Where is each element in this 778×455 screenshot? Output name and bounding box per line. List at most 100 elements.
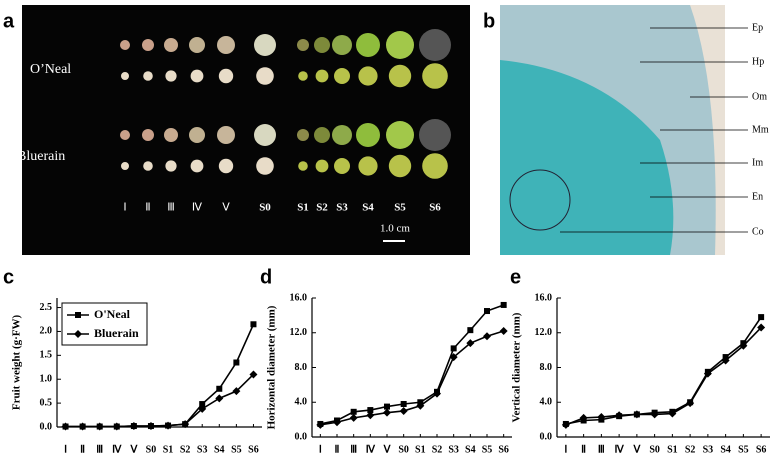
stage-label: S5 bbox=[394, 202, 406, 214]
fruit-section bbox=[256, 67, 274, 85]
x-tick-label: S4 bbox=[720, 444, 731, 455]
x-tick-label: S2 bbox=[685, 444, 696, 455]
marker bbox=[215, 394, 224, 403]
fruit-section bbox=[422, 153, 448, 179]
tissue bbox=[500, 60, 674, 255]
x-tick-label: Ⅳ bbox=[112, 444, 122, 455]
marker bbox=[250, 321, 257, 328]
fruit bbox=[314, 37, 330, 53]
marker bbox=[686, 399, 695, 408]
stage-label: S4 bbox=[362, 202, 374, 214]
marker bbox=[483, 332, 491, 341]
y-tick-label: 16.0 bbox=[535, 292, 553, 303]
fruit-section bbox=[165, 70, 177, 82]
stage-label: Ⅴ bbox=[222, 202, 230, 214]
fruit bbox=[419, 29, 451, 61]
tissue-label: Om bbox=[752, 91, 767, 102]
fruit bbox=[314, 127, 330, 143]
fruit bbox=[142, 39, 154, 51]
y-tick-label: 12.0 bbox=[535, 327, 553, 338]
marker bbox=[129, 422, 138, 431]
fruit bbox=[164, 38, 178, 52]
x-tick-label: Ⅴ bbox=[129, 444, 138, 455]
stage-label: S1 bbox=[297, 202, 309, 214]
x-tick-label: Ⅲ bbox=[96, 444, 103, 455]
marker bbox=[164, 421, 173, 430]
x-tick-label: Ⅱ bbox=[335, 444, 340, 455]
x-tick-label: S0 bbox=[146, 444, 157, 455]
marker bbox=[75, 312, 81, 318]
fruit-section bbox=[190, 159, 204, 173]
y-tick-label: 8.0 bbox=[295, 362, 308, 373]
y-tick-label: 4.0 bbox=[295, 397, 308, 408]
fruit bbox=[386, 121, 414, 149]
x-tick-label: S5 bbox=[231, 444, 242, 455]
fruit-section bbox=[256, 157, 274, 175]
x-tick-label: S4 bbox=[214, 444, 225, 455]
fruit-section bbox=[388, 64, 412, 88]
marker bbox=[349, 413, 358, 422]
tissue-label: Im bbox=[752, 157, 763, 168]
x-tick-label: Ⅲ bbox=[598, 444, 605, 455]
fruit-section bbox=[358, 156, 378, 176]
marker bbox=[95, 422, 104, 431]
marker bbox=[181, 420, 190, 429]
y-tick-label: 1.0 bbox=[40, 374, 53, 385]
marker bbox=[466, 339, 475, 348]
line bbox=[320, 330, 504, 426]
marker bbox=[416, 401, 425, 410]
marker bbox=[668, 409, 677, 418]
x-tick-label: S2 bbox=[180, 444, 191, 455]
y-tick-label: 1.5 bbox=[40, 350, 53, 361]
stage-label: S3 bbox=[336, 202, 348, 214]
x-tick-label: S4 bbox=[465, 444, 476, 455]
x-tick-label: S5 bbox=[738, 444, 749, 455]
fruit bbox=[356, 33, 380, 57]
panel-label: b bbox=[483, 10, 495, 32]
photo-b: Ep Hp Om Mm Im En Co bbox=[500, 5, 769, 255]
marker bbox=[350, 408, 357, 415]
panel-label: e bbox=[510, 266, 521, 288]
fruit-section bbox=[388, 154, 412, 178]
marker bbox=[739, 341, 748, 350]
marker bbox=[199, 401, 206, 408]
fruit bbox=[297, 39, 309, 51]
cultivar-label: Bluerain bbox=[17, 149, 65, 164]
marker bbox=[316, 420, 325, 429]
stage-label: Ⅰ bbox=[123, 202, 126, 214]
tissue-label: Mm bbox=[752, 124, 769, 135]
fruit-section bbox=[218, 158, 234, 174]
fruit bbox=[297, 129, 309, 141]
fruit-section bbox=[143, 161, 153, 171]
marker bbox=[146, 422, 155, 431]
photo-a: O’Neal Bluerain 1.0 cm Ⅰ Ⅱ Ⅲ Ⅳ Ⅴ S0 S1 S2 S3 S4 S5… bbox=[17, 5, 470, 255]
x-tick-label: Ⅰ bbox=[64, 444, 67, 455]
fruit-section bbox=[121, 162, 129, 170]
y-tick-label: 16.0 bbox=[290, 292, 308, 303]
x-tick-label: Ⅰ bbox=[564, 444, 567, 455]
scale-bar-label: 1.0 cm bbox=[380, 223, 410, 235]
fruit bbox=[189, 37, 205, 53]
marker bbox=[333, 418, 341, 427]
line bbox=[320, 304, 504, 425]
x-tick-label: Ⅱ bbox=[80, 444, 85, 455]
x-tick-label: S5 bbox=[482, 444, 493, 455]
marker bbox=[632, 410, 641, 419]
legend-label: Bluerain bbox=[94, 326, 139, 340]
x-tick-label: S0 bbox=[649, 444, 660, 455]
marker bbox=[74, 330, 82, 338]
fruit-section bbox=[190, 69, 204, 83]
x-tick-label: S1 bbox=[163, 444, 174, 455]
marker bbox=[433, 389, 441, 398]
fruit bbox=[189, 127, 205, 143]
fruit bbox=[120, 130, 130, 140]
marker bbox=[449, 353, 458, 362]
stage-label: Ⅱ bbox=[145, 202, 150, 214]
fruit bbox=[254, 34, 276, 56]
marker bbox=[499, 327, 508, 336]
marker bbox=[597, 413, 606, 422]
circle-marker bbox=[509, 169, 571, 231]
marker bbox=[383, 408, 391, 417]
marker bbox=[500, 301, 507, 308]
fruit-section bbox=[315, 69, 329, 83]
